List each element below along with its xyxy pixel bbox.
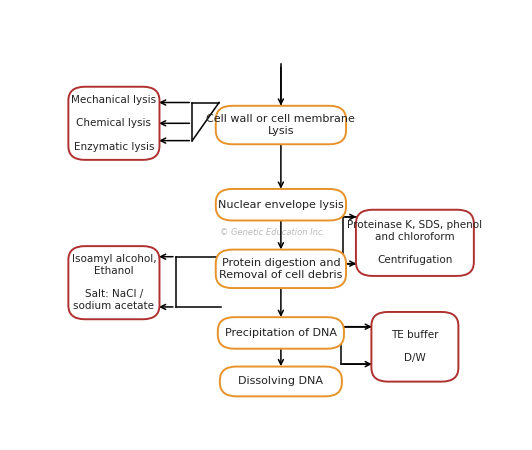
FancyBboxPatch shape bbox=[68, 87, 160, 160]
Text: © Genetic Education Inc.: © Genetic Education Inc. bbox=[220, 228, 325, 237]
Text: TE buffer

D/W: TE buffer D/W bbox=[391, 330, 439, 364]
FancyBboxPatch shape bbox=[218, 317, 344, 349]
Text: Precipitation of DNA: Precipitation of DNA bbox=[225, 328, 337, 338]
FancyBboxPatch shape bbox=[220, 367, 342, 396]
Text: Dissolving DNA: Dissolving DNA bbox=[238, 377, 323, 387]
FancyBboxPatch shape bbox=[68, 246, 160, 319]
Text: Nuclear envelope lysis: Nuclear envelope lysis bbox=[218, 200, 344, 210]
Text: Cell wall or cell membrane
Lysis: Cell wall or cell membrane Lysis bbox=[206, 114, 355, 136]
FancyBboxPatch shape bbox=[216, 189, 346, 220]
FancyBboxPatch shape bbox=[216, 106, 346, 144]
FancyBboxPatch shape bbox=[356, 210, 474, 276]
Text: Mechanical lysis

Chemical lysis

Enzymatic lysis: Mechanical lysis Chemical lysis Enzymati… bbox=[71, 95, 156, 152]
Text: Proteinase K, SDS, phenol
and chloroform

Centrifugation: Proteinase K, SDS, phenol and chloroform… bbox=[347, 220, 483, 265]
FancyBboxPatch shape bbox=[371, 312, 459, 382]
FancyBboxPatch shape bbox=[216, 250, 346, 288]
Text: Isoamyl alcohol,
Ethanol

Salt: NaCl /
sodium acetate: Isoamyl alcohol, Ethanol Salt: NaCl / so… bbox=[72, 255, 156, 311]
Text: Protein digestion and
Removal of cell debris: Protein digestion and Removal of cell de… bbox=[219, 258, 343, 279]
